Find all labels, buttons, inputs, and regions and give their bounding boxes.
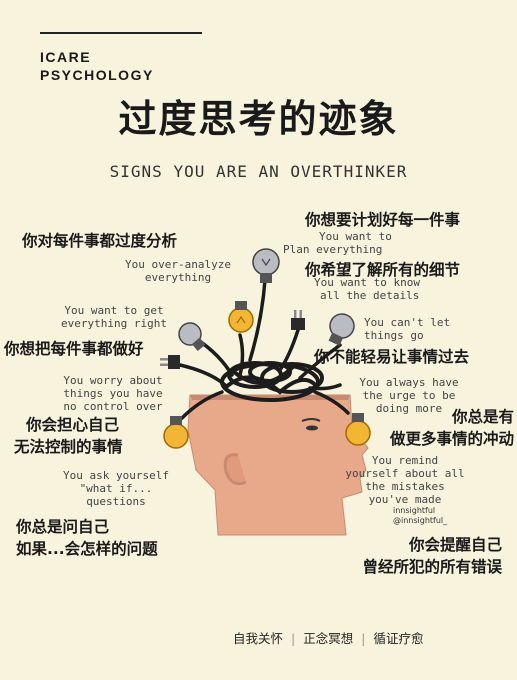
- footer-divider: |: [291, 631, 296, 646]
- sign-6-en: You worry about things you have no contr…: [54, 374, 172, 413]
- footer-tag: 循证疗愈: [373, 631, 424, 646]
- sign-7-zh-line: 做更多事情的冲动: [389, 430, 514, 448]
- sign-1-en-line: everything: [144, 271, 212, 284]
- eye-icon: [306, 425, 318, 431]
- lightbulb-icon: [328, 313, 355, 346]
- sign-1-en: You over-analyze everything: [116, 258, 240, 284]
- sign-8-zh-line: 你总是问自己: [16, 518, 110, 536]
- sign-5-en: You can't let things go: [364, 316, 450, 342]
- sign-4-zh-line: 你想把每件事都做好: [4, 340, 144, 358]
- sign-7-en: You always have the urge to be doing mor…: [352, 376, 466, 415]
- sign-9-en-line: the mistakes: [365, 480, 445, 493]
- sign-7-en-line: doing more: [375, 402, 443, 415]
- sign-2-en: You want to Plan everything: [283, 230, 392, 256]
- sign-3-en-line: all the details: [320, 289, 420, 302]
- sign-4-en-line: everything right: [61, 317, 167, 330]
- lightbulb-icon: [178, 322, 206, 352]
- sign-8-en: You ask yourself "what if... questions: [56, 469, 176, 508]
- sign-9-en: You remind yourself about all the mistak…: [340, 454, 470, 506]
- sign-7-en-line: the urge to be: [362, 389, 456, 402]
- plug-icon: [160, 355, 180, 369]
- sign-8-en-line: questions: [86, 495, 146, 508]
- wire-tangle: [220, 361, 324, 402]
- sign-1-zh-line: 你对每件事都过度分析: [22, 232, 178, 250]
- sign-9-en-line: You remind: [371, 454, 439, 467]
- sign-6-zh-line: 无法控制的事情: [14, 438, 123, 456]
- header-rule: [40, 32, 202, 34]
- brand-line-1: ICARE: [40, 49, 92, 65]
- sign-8-zh: 你总是问自己 如果...会怎样的问题: [16, 516, 158, 560]
- sign-6-en-line: no control over: [63, 400, 163, 413]
- lightbulb-icon: [163, 416, 189, 449]
- sign-9-zh: 你会提醒自己 曾经所犯的所有错误: [322, 534, 502, 578]
- sign-9-en-line: you've made: [368, 493, 442, 506]
- footer-divider: |: [361, 631, 366, 646]
- sign-6-en-line: You worry about: [63, 374, 163, 387]
- sign-3-zh: 你希望了解所有的细节: [305, 259, 460, 281]
- brand-line-2: PSYCHOLOGY: [40, 67, 154, 83]
- sign-9-en-line: yourself about all: [345, 467, 465, 480]
- footer-tags: 自我关怀 | 正念冥想 | 循证疗愈: [233, 628, 423, 647]
- lightbulb-icon: [252, 248, 280, 283]
- sign-9-zh-line: 你会提醒自己: [408, 536, 502, 554]
- footer-tag: 自我关怀: [233, 631, 284, 646]
- sign-2-en-line: You want to: [319, 230, 392, 243]
- sign-7-en-line: You always have: [359, 376, 459, 389]
- sign-3-zh-line: 你希望了解所有的细节: [305, 261, 461, 279]
- social-handle: innsightful @innsightful_: [393, 506, 447, 526]
- footer-tag: 正念冥想: [303, 631, 354, 646]
- sign-6-en-line: things you have: [63, 387, 163, 400]
- sign-4-zh: 你想把每件事都做好: [4, 338, 144, 360]
- sign-7-zh: 你总是有 做更多事情的冲动: [362, 406, 514, 450]
- page-title: 过度思考的迹象: [118, 97, 399, 141]
- ear: [223, 453, 247, 486]
- plug-icon: [291, 310, 305, 330]
- sign-8-en-line: You ask yourself: [63, 469, 169, 482]
- sign-1-en-line: You over-analyze: [125, 258, 231, 271]
- lightbulb-icon: [345, 413, 371, 446]
- sign-4-en-line: You want to get: [64, 304, 164, 317]
- sign-3-en-line: You want to know: [314, 276, 420, 289]
- handle-account: @innsightful_: [393, 516, 448, 525]
- sign-3-en: You want to know all the details: [314, 276, 420, 302]
- sign-6-zh-line: 你会担心自己: [26, 416, 120, 434]
- sign-8-zh-line: 如果...会怎样的问题: [16, 540, 158, 558]
- sign-1-zh: 你对每件事都过度分析: [22, 230, 177, 252]
- sign-8-en-line: "what if...: [79, 482, 153, 495]
- sign-5-zh: 你不能轻易让事情过去: [314, 346, 469, 368]
- sign-2-zh: 你想要计划好每一件事: [305, 209, 460, 231]
- sign-6-zh: 你会担心自己 无法控制的事情: [14, 414, 123, 458]
- brand-logo-text: ICARE PSYCHOLOGY: [40, 48, 154, 84]
- sign-7-zh-line: 你总是有: [451, 408, 514, 426]
- sign-5-en-line: things go: [364, 329, 424, 342]
- lightbulb-icon: [228, 301, 254, 333]
- sign-5-zh-line: 你不能轻易让事情过去: [314, 348, 470, 366]
- sign-2-en-line: Plan everything: [283, 243, 383, 256]
- page-subtitle: SIGNS YOU ARE AN OVERTHINKER: [109, 162, 408, 181]
- sign-2-zh-line: 你想要计划好每一件事: [305, 211, 461, 229]
- sign-9-zh-line: 曾经所犯的所有错误: [362, 558, 502, 576]
- handle-name: innsightful: [393, 506, 436, 515]
- sign-5-en-line: You can't let: [364, 316, 451, 329]
- sign-4-en: You want to get everything right: [56, 304, 172, 330]
